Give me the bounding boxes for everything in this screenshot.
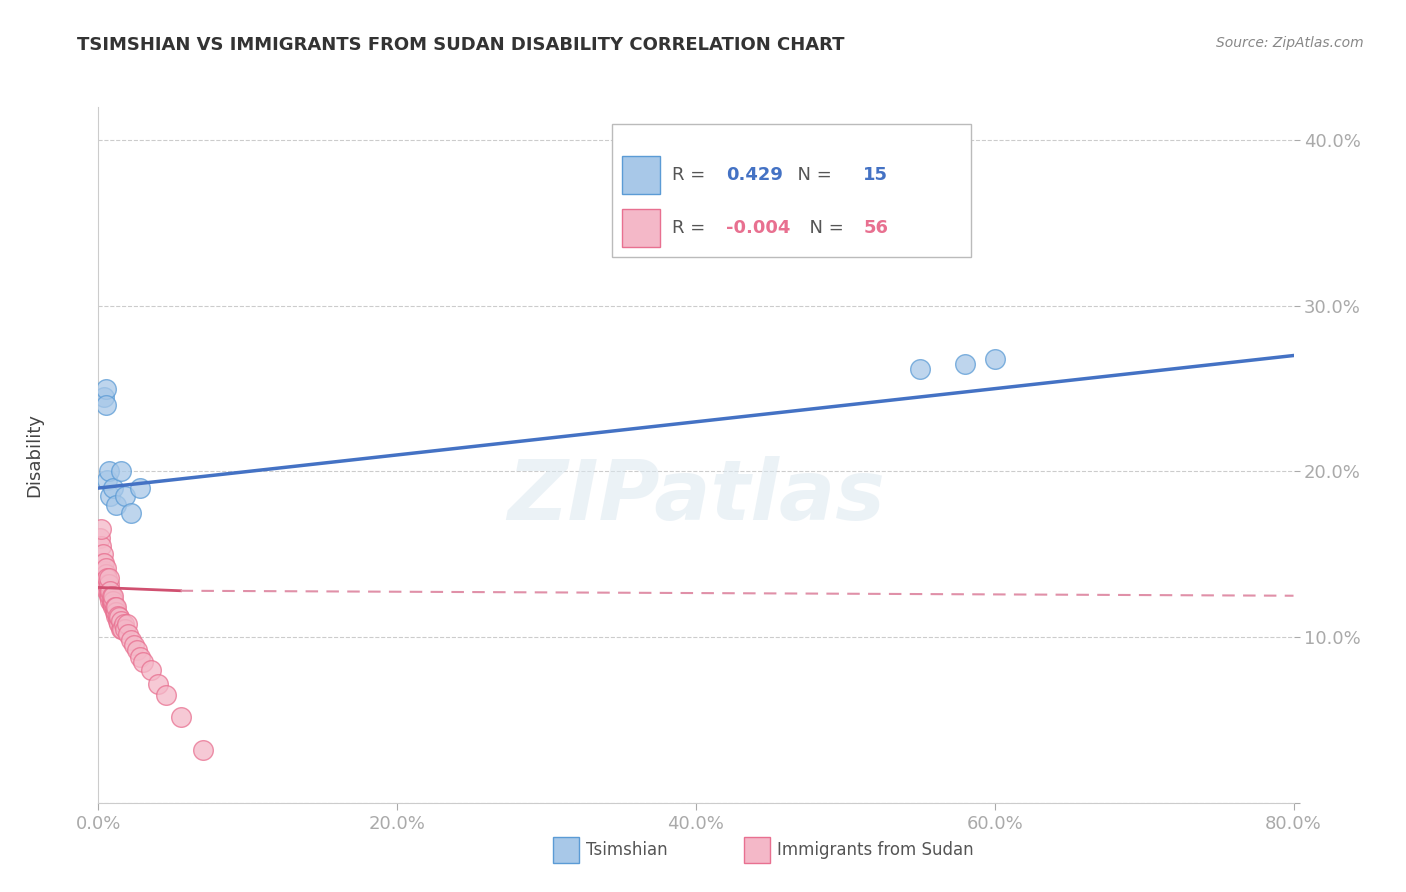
Point xyxy=(97,589,120,603)
Point xyxy=(169,709,191,723)
Point xyxy=(93,390,115,404)
Point xyxy=(108,610,131,624)
Point xyxy=(93,572,115,586)
Point xyxy=(94,572,117,586)
Point xyxy=(105,498,128,512)
Point xyxy=(120,633,142,648)
Point xyxy=(114,622,136,636)
Text: -0.004: -0.004 xyxy=(725,219,790,237)
Point xyxy=(98,583,122,598)
Point xyxy=(94,567,117,582)
Text: Source: ZipAtlas.com: Source: ZipAtlas.com xyxy=(1216,36,1364,50)
Point xyxy=(97,583,120,598)
Point xyxy=(97,570,120,584)
Point xyxy=(117,627,139,641)
Point xyxy=(97,577,120,591)
Point xyxy=(103,481,125,495)
Point xyxy=(112,616,135,631)
Point xyxy=(110,614,132,628)
Point xyxy=(139,663,162,677)
Point xyxy=(191,743,214,757)
Point xyxy=(124,639,146,653)
Point xyxy=(96,570,118,584)
FancyBboxPatch shape xyxy=(744,837,770,863)
Text: R =: R = xyxy=(672,219,711,237)
Point xyxy=(101,593,124,607)
Point xyxy=(98,589,122,603)
Text: 0.429: 0.429 xyxy=(725,166,783,184)
Point xyxy=(97,465,120,479)
Text: Tsimshian: Tsimshian xyxy=(586,841,668,859)
Point xyxy=(98,593,122,607)
Point xyxy=(96,473,118,487)
Point xyxy=(953,357,976,371)
Text: Immigrants from Sudan: Immigrants from Sudan xyxy=(778,841,974,859)
Point xyxy=(107,608,129,623)
Point xyxy=(93,556,115,570)
Point xyxy=(101,589,124,603)
Text: TSIMSHIAN VS IMMIGRANTS FROM SUDAN DISABILITY CORRELATION CHART: TSIMSHIAN VS IMMIGRANTS FROM SUDAN DISAB… xyxy=(77,36,845,54)
Point xyxy=(120,506,142,520)
Point xyxy=(103,600,125,615)
Point xyxy=(94,581,117,595)
Point xyxy=(103,589,125,603)
FancyBboxPatch shape xyxy=(553,837,579,863)
Text: R =: R = xyxy=(672,166,711,184)
Text: ZIPatlas: ZIPatlas xyxy=(508,456,884,537)
Point xyxy=(148,676,170,690)
Point xyxy=(115,616,138,631)
Point xyxy=(105,605,128,619)
Point xyxy=(127,643,149,657)
Text: N =: N = xyxy=(786,166,837,184)
Point xyxy=(104,600,127,615)
FancyBboxPatch shape xyxy=(613,125,972,257)
FancyBboxPatch shape xyxy=(621,209,661,247)
Point xyxy=(129,650,152,665)
Point xyxy=(90,523,112,537)
Point xyxy=(107,614,129,628)
Point xyxy=(114,489,136,503)
Point xyxy=(105,600,128,615)
Point xyxy=(110,465,132,479)
Point xyxy=(93,564,115,578)
Point xyxy=(103,597,125,611)
Point xyxy=(132,655,155,669)
Point xyxy=(103,593,125,607)
Point xyxy=(91,547,114,561)
Point xyxy=(108,616,131,631)
FancyBboxPatch shape xyxy=(621,155,661,194)
Point xyxy=(91,564,114,578)
Text: 15: 15 xyxy=(863,166,889,184)
Point xyxy=(96,583,118,598)
Point xyxy=(104,605,127,619)
Point xyxy=(111,622,134,636)
Point xyxy=(101,597,124,611)
Point xyxy=(105,608,128,623)
Point xyxy=(94,398,117,412)
Point xyxy=(94,560,117,574)
Point xyxy=(90,539,112,553)
Point xyxy=(89,531,111,545)
Point xyxy=(908,361,931,376)
Point xyxy=(91,556,114,570)
Point xyxy=(96,577,118,591)
Point xyxy=(984,351,1007,366)
Point xyxy=(98,489,122,503)
Text: 56: 56 xyxy=(863,219,889,237)
Point xyxy=(155,688,177,702)
Point xyxy=(129,481,152,495)
Text: N =: N = xyxy=(797,219,849,237)
Point xyxy=(110,622,132,636)
Point xyxy=(94,382,117,396)
Y-axis label: Disability: Disability xyxy=(25,413,42,497)
